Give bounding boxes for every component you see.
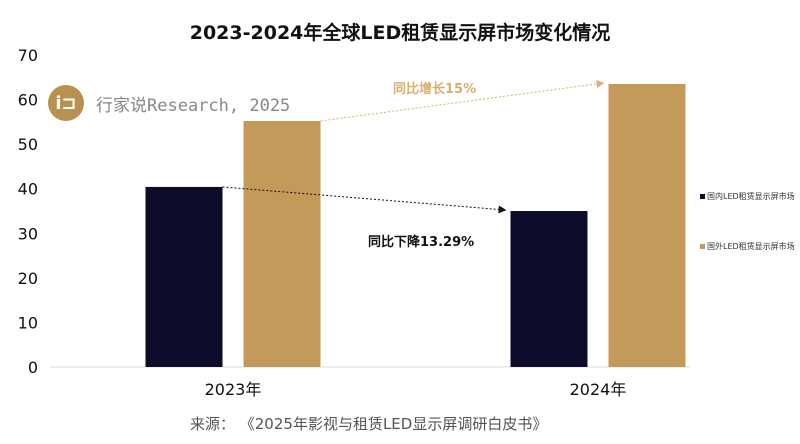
y-tick-label: 30 (18, 224, 38, 243)
watermark: i⊐ 行家说Research, 2025 (48, 85, 290, 121)
decline-annotation: 同比下降13.29% (368, 234, 474, 250)
x-tick-label: 2024年 (570, 380, 627, 399)
y-tick-label: 70 (18, 46, 38, 65)
bar-domestic (510, 211, 588, 367)
bar-foreign (608, 83, 686, 367)
watermark-text: 行家说Research, 2025 (96, 95, 291, 116)
legend-label: 国外LED租赁显示屏市场 (707, 242, 795, 251)
y-tick-label: 50 (18, 135, 38, 154)
legend-swatch (700, 244, 705, 249)
y-tick-label: 60 (18, 91, 38, 110)
legend-item-foreign: 国外LED租赁显示屏市场 (700, 241, 795, 252)
x-tick-label: 2023年 (205, 380, 262, 399)
y-tick-label: 0 (28, 358, 38, 377)
legend-item-domestic: 国内LED租赁显示屏市场 (700, 191, 795, 202)
chart-title: 2023-2024年全球LED租赁显示屏市场变化情况 (189, 22, 611, 44)
y-tick-label: 20 (18, 269, 38, 288)
decline-arrow (222, 186, 507, 214)
growth-annotation: 同比增长15% (393, 81, 476, 97)
source-note: 来源： 《2025年影视与租赁LED显示屏调研白皮书》 (190, 415, 548, 433)
legend-swatch (700, 194, 705, 199)
bar-domestic (145, 186, 223, 367)
bar-foreign (243, 120, 321, 367)
legend-label: 国内LED租赁显示屏市场 (707, 192, 795, 201)
brand-logo-icon: i⊐ (48, 85, 84, 121)
growth-arrow (320, 79, 605, 122)
y-tick-label: 10 (18, 313, 38, 332)
y-tick-label: 40 (18, 180, 38, 199)
